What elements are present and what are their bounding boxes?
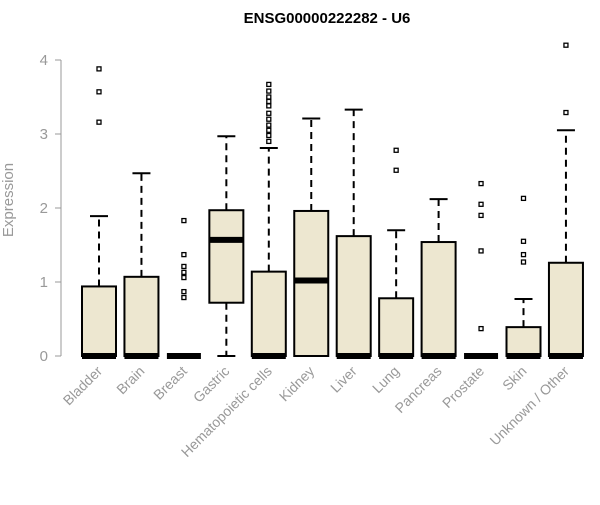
x-category-label: Brain [113, 363, 147, 397]
outlier-point [266, 103, 272, 109]
box-iqr [420, 241, 457, 357]
box-iqr [547, 261, 584, 358]
outlier-point [266, 110, 272, 116]
box-kidney [293, 117, 330, 357]
y-tick-label: 4 [40, 52, 48, 69]
x-category-label: Prostate [439, 363, 487, 411]
outlier-point [96, 89, 102, 95]
outlier-point [266, 116, 272, 122]
box-pancreas [420, 198, 457, 359]
outlier-point [181, 288, 187, 295]
box-bladder [81, 66, 117, 359]
x-category-label: Breast [150, 363, 190, 403]
outlier-point [266, 127, 272, 133]
outlier-point [520, 259, 527, 265]
outlier-point [266, 132, 272, 139]
box-brain [123, 172, 160, 359]
x-category-label: Bladder [60, 363, 106, 409]
chart-title: ENSG00000222282 - U6 [244, 10, 411, 27]
y-tick-label: 0 [40, 348, 48, 365]
x-category-label: Pancreas [392, 363, 445, 416]
outlier-point [520, 238, 527, 244]
outlier-point [563, 109, 569, 116]
box-hematopoietic-cells [250, 81, 287, 359]
box-liver [335, 108, 372, 359]
outlier-point [181, 263, 187, 270]
outlier-point [181, 294, 187, 301]
box-gastric [208, 135, 245, 357]
outlier-point [478, 248, 484, 254]
outlier-point [181, 251, 187, 258]
outlier-point [96, 119, 102, 125]
y-axis: 0 1 2 3 4 [40, 52, 62, 365]
y-tick-label: 1 [40, 274, 48, 291]
box-iqr [335, 235, 372, 357]
outlier-point [266, 122, 272, 128]
outlier-point [266, 98, 272, 105]
y-tick-label: 2 [40, 200, 48, 217]
outlier-point [393, 167, 399, 173]
box-iqr [505, 326, 542, 358]
x-category-label: Lung [369, 363, 402, 396]
box-breast [166, 217, 201, 359]
box-iqr [378, 297, 415, 357]
outlier-point [181, 217, 187, 224]
outlier-point [96, 66, 102, 72]
boxplot-series [81, 42, 584, 359]
x-category-label: Liver [327, 363, 360, 396]
y-axis-label: Expression [0, 163, 17, 237]
outlier-point [520, 251, 527, 258]
outlier-point [478, 212, 484, 219]
outlier-point [478, 201, 484, 207]
box-skin [505, 195, 542, 359]
x-category-label: Skin [499, 363, 530, 394]
outlier-point [563, 42, 569, 48]
y-tick-label: 3 [40, 126, 48, 143]
outlier-point [393, 147, 399, 153]
outlier-point [478, 325, 484, 332]
x-category-label: Kidney [276, 363, 318, 405]
box-prostate [464, 180, 499, 359]
box-unknown-other [547, 42, 584, 359]
box-iqr [123, 275, 160, 358]
outlier-point [266, 88, 272, 94]
outlier-point [266, 81, 272, 88]
outlier-point [520, 195, 527, 202]
box-lung [378, 147, 415, 359]
outlier-point [266, 138, 272, 145]
outlier-point [266, 94, 272, 100]
box-iqr [208, 209, 245, 304]
outlier-point [181, 274, 187, 281]
x-category-label: Unknown / Other [486, 363, 572, 449]
outlier-point [478, 180, 484, 187]
box-iqr [250, 270, 287, 358]
box-iqr [81, 285, 117, 357]
outlier-point [181, 269, 187, 276]
